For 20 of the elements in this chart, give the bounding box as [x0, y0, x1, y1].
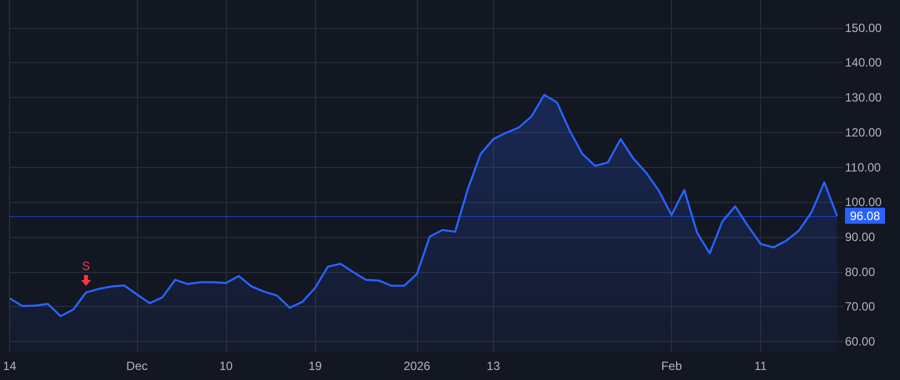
ref-line-label: 96.08	[850, 208, 880, 223]
x-tick-label: 11	[754, 359, 768, 373]
y-tick-label: 150.00	[845, 20, 882, 35]
y-tick-label: 70.00	[845, 300, 876, 314]
y-tick-label: 140.00	[845, 56, 882, 70]
x-tick-label: 13	[486, 359, 500, 373]
x-tick-label: 10	[219, 359, 234, 373]
y-tick-label: 80.00	[845, 264, 876, 279]
y-tick-label: 130.00	[845, 90, 882, 105]
y-tick-label: 60.00	[845, 334, 876, 349]
y-tick-label: 90.00	[845, 230, 876, 244]
x-tick-label: Dec	[126, 359, 148, 373]
x-tick-label: Feb	[661, 359, 682, 373]
y-tick-label: 120.00	[845, 125, 882, 140]
x-tick-label: 2026	[404, 359, 431, 373]
annotation: S	[81, 259, 92, 274]
y-tick-label: 100.00	[845, 195, 882, 210]
x-tick-label: 14	[2, 359, 17, 373]
y-tick-label: 110.00	[845, 160, 882, 174]
x-tick-label: 19	[308, 359, 322, 373]
